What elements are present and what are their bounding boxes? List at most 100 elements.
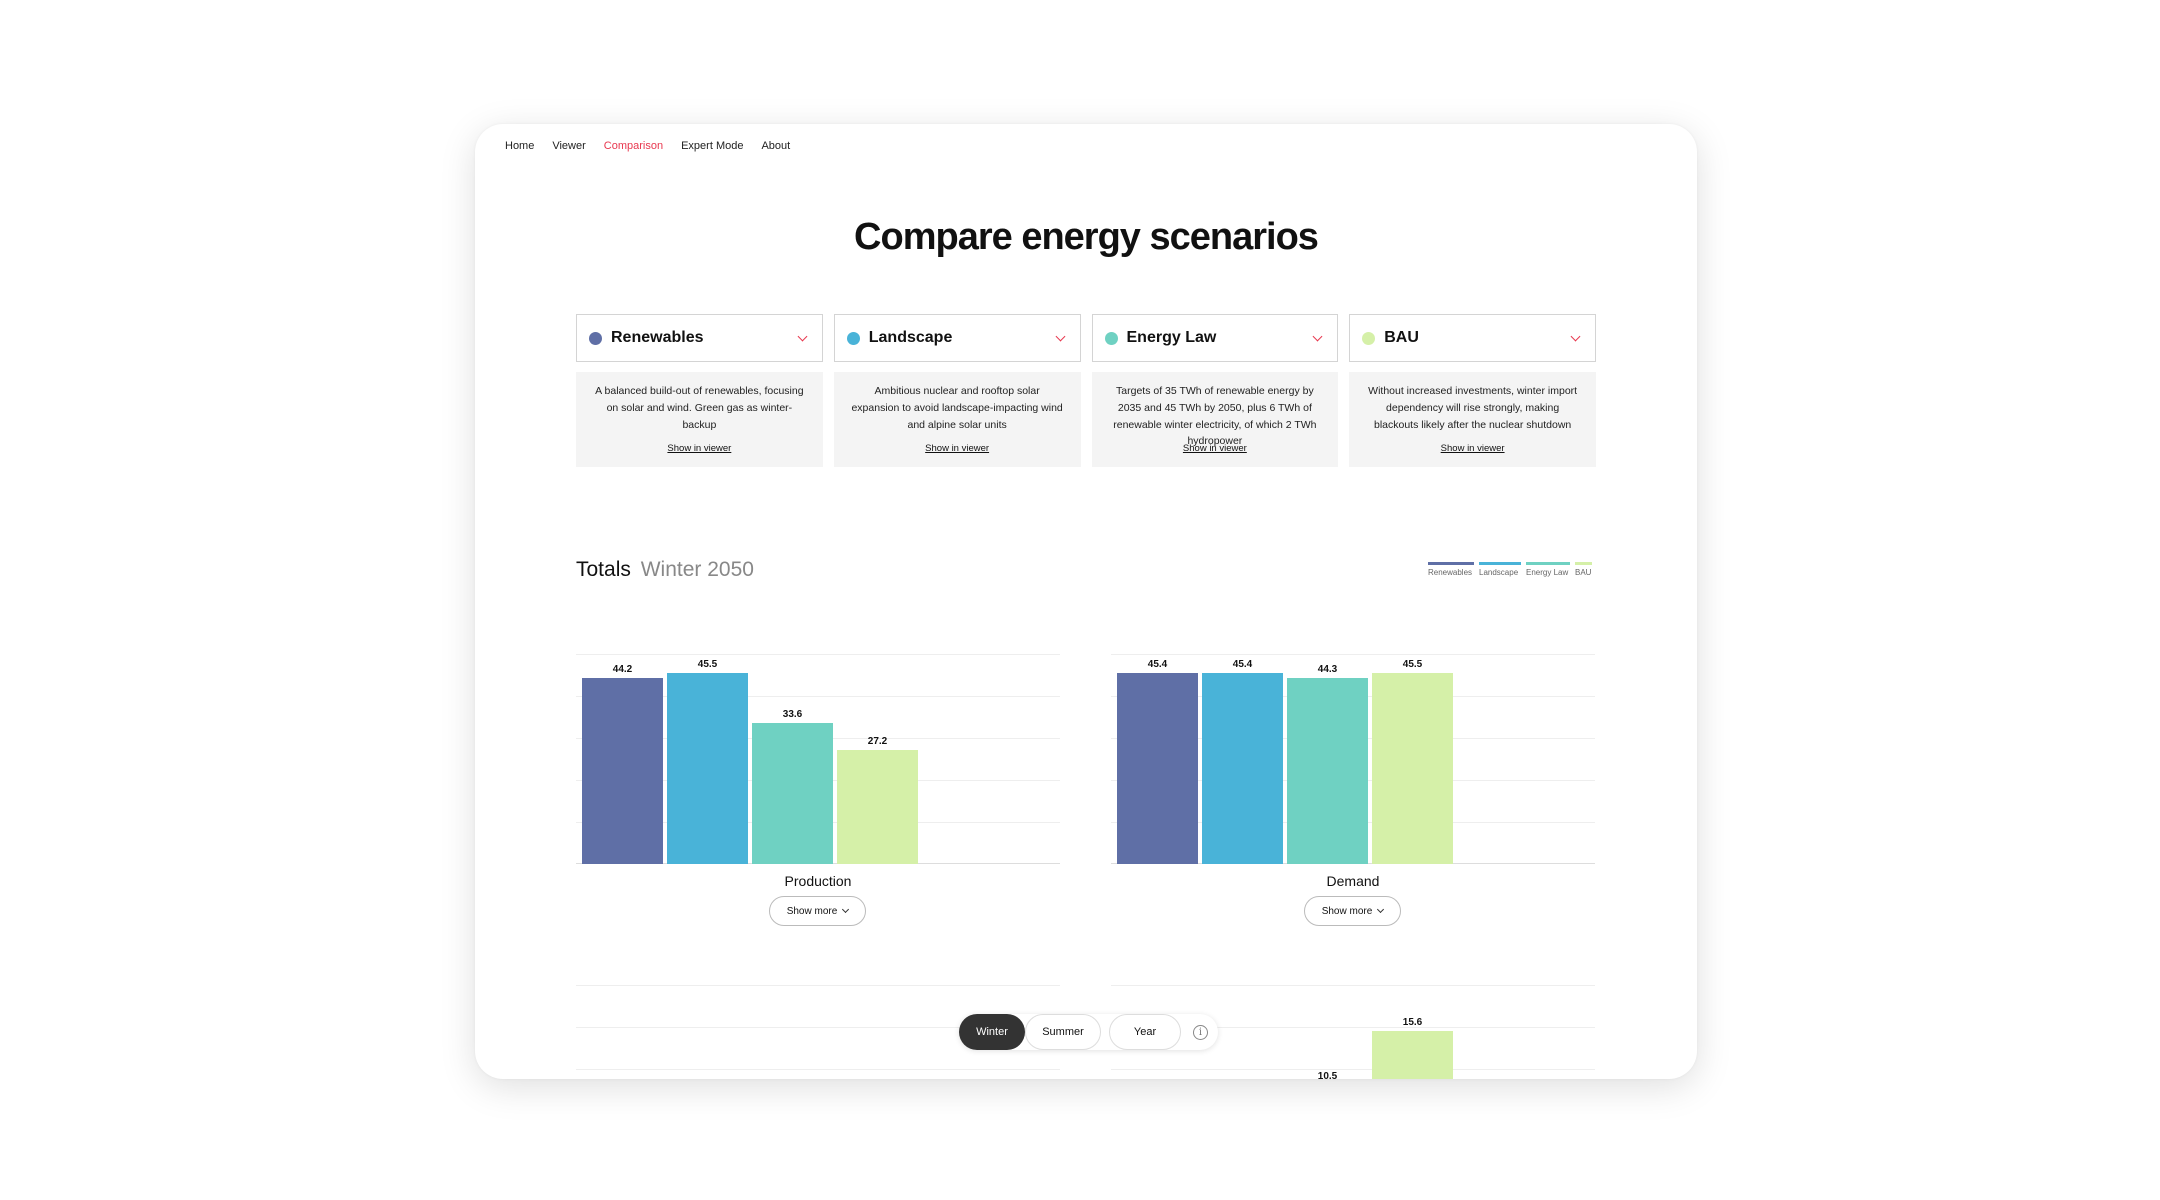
chevron-down-icon bbox=[1570, 331, 1581, 341]
chart-bar-landscape[interactable] bbox=[1202, 673, 1283, 864]
gridline bbox=[1111, 985, 1595, 986]
scenario-card-2: Landscape Ambitious nuclear and rooftop … bbox=[833, 314, 1081, 467]
legend-swatch bbox=[1479, 562, 1521, 565]
legend-item-renewables: Renewables bbox=[1428, 562, 1474, 577]
show-in-viewer-link[interactable]: Show in viewer bbox=[667, 443, 732, 454]
scenario-color-dot bbox=[846, 331, 860, 345]
bar-value-label: 45.5 bbox=[697, 658, 718, 670]
legend-label: Landscape bbox=[1479, 568, 1519, 577]
scenario-description: Ambitious nuclear and rooftop solar expa… bbox=[851, 385, 1063, 431]
bar-value-label: 45.5 bbox=[1402, 658, 1423, 670]
totals-period: Winter 2050 bbox=[640, 558, 754, 581]
scenario-select-3[interactable]: Energy Law bbox=[1091, 314, 1339, 362]
gridline bbox=[576, 1027, 1060, 1028]
scenario-description: Targets of 35 TWh of renewable energy by… bbox=[1113, 385, 1317, 448]
legend-swatch bbox=[1575, 562, 1592, 565]
chevron-down-icon bbox=[1055, 331, 1065, 341]
bar-value-label: 44.3 bbox=[1317, 663, 1338, 675]
bar-value-label: 45.4 bbox=[1147, 659, 1168, 671]
chart-bar-bau[interactable] bbox=[1372, 1031, 1453, 1079]
scenario-selectors: Renewables A balanced build-out of renew… bbox=[576, 314, 1596, 467]
season-winter-button[interactable]: Winter bbox=[959, 1014, 1025, 1050]
show-in-viewer-link[interactable]: Show in viewer bbox=[925, 443, 990, 454]
scenario-description-box: Targets of 35 TWh of renewable energy by… bbox=[1091, 372, 1339, 467]
show-more-label: Show more bbox=[786, 905, 838, 917]
chart-plot: 0200 bbox=[576, 985, 1060, 1079]
scenario-description-box: Ambitious nuclear and rooftop solar expa… bbox=[833, 372, 1081, 467]
scenario-name: Landscape bbox=[868, 329, 953, 346]
scenario-select-1[interactable]: Renewables bbox=[576, 314, 823, 362]
chevron-down-icon bbox=[1312, 331, 1323, 341]
show-in-viewer-link[interactable]: Show in viewer bbox=[1440, 443, 1505, 454]
demand-show-more-button[interactable]: Show more bbox=[1304, 896, 1401, 926]
scenario-color-dot bbox=[589, 331, 602, 345]
bar-value-label: 45.4 bbox=[1232, 659, 1253, 671]
page-title: Compare energy scenarios bbox=[854, 216, 1319, 258]
legend-swatch bbox=[1526, 562, 1570, 565]
gridline bbox=[576, 985, 1060, 986]
legend-item-landscape: Landscape bbox=[1479, 562, 1521, 577]
chart-legend: Renewables Landscape Energy Law BAU bbox=[1428, 562, 1592, 577]
season-year-button[interactable]: Year bbox=[1109, 1014, 1181, 1050]
nav-comparison[interactable]: Comparison bbox=[603, 140, 664, 152]
chevron-down-icon bbox=[797, 331, 808, 341]
bar-value-label: 15.6 bbox=[1402, 1017, 1423, 1029]
show-more-label: Show more bbox=[1321, 905, 1373, 917]
top-nav: Home Viewer Comparison Expert Mode About bbox=[505, 140, 790, 152]
legend-label: BAU bbox=[1575, 568, 1592, 577]
gridline bbox=[1111, 1069, 1595, 1070]
chart-bar-bau[interactable] bbox=[837, 749, 918, 864]
legend-label: Renewables bbox=[1428, 568, 1473, 577]
nav-about[interactable]: About bbox=[761, 140, 791, 152]
gridline bbox=[576, 654, 1060, 655]
chart-bar-energy-law[interactable] bbox=[752, 722, 833, 864]
legend-item-energy-law: Energy Law bbox=[1526, 562, 1570, 577]
scenario-select-2[interactable]: Landscape bbox=[833, 314, 1081, 362]
scenario-name: Energy Law bbox=[1126, 329, 1217, 346]
scenario-name: BAU bbox=[1384, 329, 1419, 346]
scenario-select-4[interactable]: BAU bbox=[1349, 314, 1596, 362]
gridline bbox=[576, 1069, 1060, 1070]
bar-value-label: 44.2 bbox=[612, 664, 633, 676]
scenario-card-1: Renewables A balanced build-out of renew… bbox=[576, 314, 823, 467]
scenario-description: A balanced build-out of renewables, focu… bbox=[595, 385, 804, 431]
chevron-down-icon bbox=[1377, 905, 1385, 914]
production-chart: 44.2 45.5 33.6 27.2 bbox=[576, 654, 1060, 864]
scenario-description-box: A balanced build-out of renewables, focu… bbox=[576, 372, 823, 467]
chart-plot: 45.4 45.4 44.3 45.5 bbox=[1111, 654, 1595, 864]
gridline bbox=[576, 696, 1060, 697]
lower-left-chart: 0200 bbox=[576, 985, 1060, 1079]
scenario-color-dot bbox=[1362, 331, 1376, 345]
chart-bar-renewables[interactable] bbox=[582, 678, 663, 864]
chart-plot: 1.910.515.6 bbox=[1111, 985, 1595, 1079]
scenario-description-box: Without increased investments, winter im… bbox=[1349, 372, 1596, 467]
scenario-card-3: Energy Law Targets of 35 TWh of renewabl… bbox=[1091, 314, 1339, 467]
season-toggle: Winter Summer Year i bbox=[959, 1014, 1218, 1050]
chart-bar-bau[interactable] bbox=[1372, 672, 1453, 864]
gridline bbox=[1111, 1027, 1595, 1028]
lower-right-chart: 1.910.515.6 bbox=[1111, 985, 1595, 1079]
chevron-down-icon bbox=[842, 905, 850, 914]
demand-chart-title: Demand bbox=[1326, 873, 1380, 889]
production-show-more-button[interactable]: Show more bbox=[769, 896, 866, 926]
bar-value-label: 33.6 bbox=[782, 708, 803, 720]
nav-viewer[interactable]: Viewer bbox=[552, 140, 586, 152]
gridline bbox=[1111, 654, 1595, 655]
info-icon[interactable]: i bbox=[1193, 1024, 1208, 1040]
nav-home[interactable]: Home bbox=[505, 140, 535, 152]
totals-title: Totals bbox=[576, 558, 631, 581]
scenario-color-dot bbox=[1104, 331, 1118, 345]
chart-bar-energy-law[interactable] bbox=[1287, 677, 1368, 864]
legend-label: Energy Law bbox=[1526, 568, 1569, 577]
app-window: Home Viewer Comparison Expert Mode About… bbox=[475, 124, 1697, 1079]
nav-expert-mode[interactable]: Expert Mode bbox=[681, 140, 744, 152]
chart-bar-landscape[interactable] bbox=[667, 672, 748, 864]
chart-bar-renewables[interactable] bbox=[1117, 673, 1198, 864]
scenario-card-4: BAU Without increased investments, winte… bbox=[1349, 314, 1596, 467]
legend-swatch bbox=[1428, 562, 1474, 565]
scenario-name: Renewables bbox=[611, 329, 704, 346]
show-in-viewer-link[interactable]: Show in viewer bbox=[1182, 443, 1247, 454]
legend-item-bau: BAU bbox=[1575, 562, 1592, 577]
season-summer-button[interactable]: Summer bbox=[1025, 1014, 1101, 1050]
bar-value-label: 27.2 bbox=[867, 735, 888, 747]
